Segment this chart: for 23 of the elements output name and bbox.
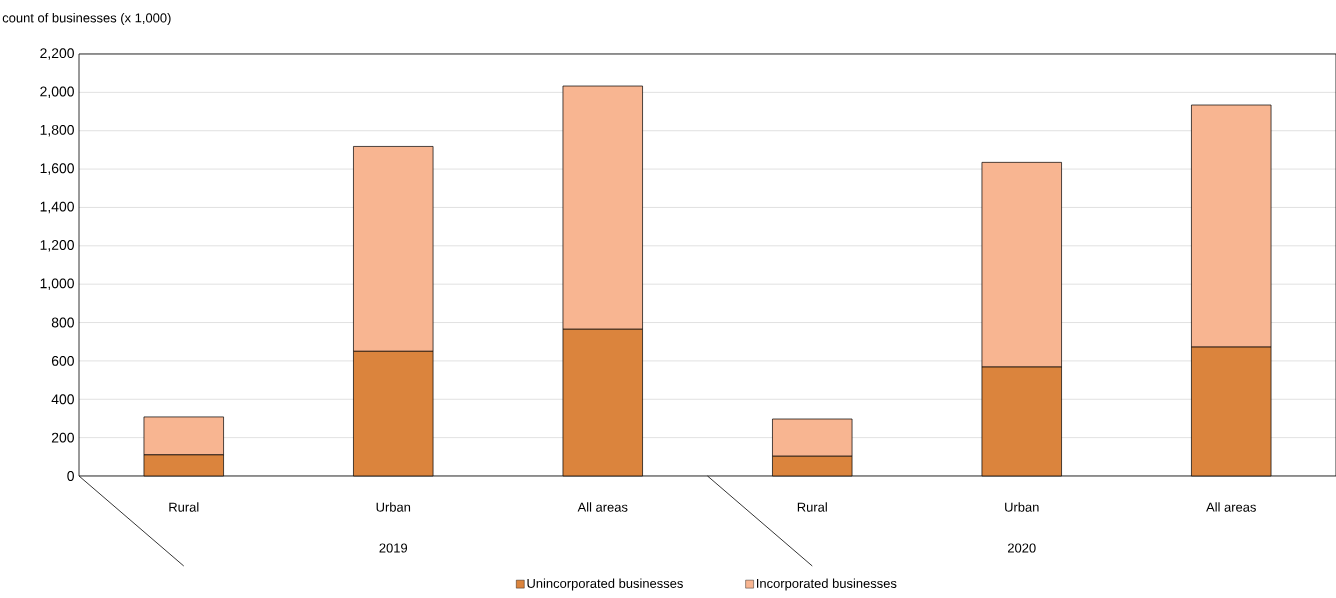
- y-tick-label: 1,400: [40, 201, 74, 214]
- y-tick-label: 800: [51, 317, 74, 328]
- y-tick-label: 1,200: [40, 240, 74, 252]
- legend-label: Unincorporated businesses: [527, 578, 683, 591]
- x-tick-label: All areas: [1206, 502, 1256, 512]
- legend-label: Incorporated businesses: [757, 578, 897, 591]
- text: 2020: [1008, 543, 1036, 553]
- y-tick-label: 1,800: [40, 124, 74, 137]
- y-tick-label: 2,200: [40, 48, 74, 60]
- x-tick-label: Urban: [1005, 502, 1039, 512]
- x-tick-label: All areas: [577, 502, 628, 512]
- y-tick-label: 200: [51, 432, 74, 443]
- text: 2019: [379, 543, 408, 553]
- y-tick-label: 0: [67, 471, 74, 481]
- x-tick-label: Rural: [169, 502, 199, 512]
- x-tick-label: Urban: [376, 502, 411, 512]
- x-tick-label: Rural: [797, 502, 827, 512]
- y-tick-label: 2,000: [40, 86, 74, 99]
- y-tick-label: 1,000: [40, 278, 74, 290]
- y-tick-label: 400: [51, 394, 74, 405]
- y-tick-label: 1,600: [40, 163, 74, 175]
- y-tick-label: 600: [51, 355, 74, 366]
- y-axis-title: count of businesses (x 1,000): [2, 12, 171, 26]
